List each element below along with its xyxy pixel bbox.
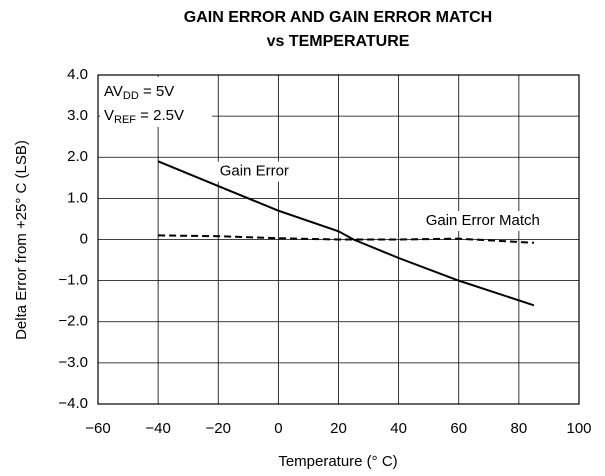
annotation-text: V	[104, 107, 114, 124]
series-label-bg	[412, 210, 553, 231]
series-label: Gain Error	[220, 163, 289, 180]
y-tick-label: −4.0	[58, 395, 88, 412]
annotation-sub: DD	[123, 90, 139, 102]
annotation-text: AV	[104, 83, 123, 100]
y-tick-label: 4.0	[67, 66, 88, 83]
annotation-text: = 5V	[139, 83, 174, 100]
series-label: Gain Error Match	[426, 212, 540, 229]
y-tick-label: 0	[80, 230, 88, 247]
chart-title: vs TEMPERATURE	[267, 33, 410, 50]
annotation: AVDD = 5V	[104, 83, 174, 102]
chart-title: GAIN ERROR AND GAIN ERROR MATCH	[184, 9, 492, 26]
annotation: VREF = 2.5V	[104, 107, 184, 126]
x-tick-label: 20	[330, 420, 347, 437]
annotation-box	[100, 77, 212, 127]
y-tick-label: 2.0	[67, 148, 88, 165]
x-tick-label: −40	[145, 420, 170, 437]
x-axis-label: Temperature (° C)	[278, 453, 397, 470]
y-tick-label: 3.0	[67, 107, 88, 124]
x-tick-label: 60	[450, 420, 467, 437]
y-tick-label: 1.0	[67, 189, 88, 206]
y-tick-label: −3.0	[58, 354, 88, 371]
series-line	[157, 160, 535, 307]
x-tick-label: −60	[85, 420, 110, 437]
x-tick-label: 100	[566, 420, 591, 437]
x-tick-label: 40	[390, 420, 407, 437]
series-line	[158, 234, 534, 244]
y-axis-label: Delta Error from +25° C (LSB)	[13, 140, 30, 340]
annotation-text: = 2.5V	[136, 107, 184, 124]
x-tick-label: −20	[206, 420, 231, 437]
x-tick-label: 80	[511, 420, 528, 437]
x-tick-label: 0	[274, 420, 282, 437]
plot-frame	[97, 74, 580, 405]
annotation-sub: REF	[114, 114, 136, 126]
y-tick-label: −1.0	[58, 272, 88, 289]
series-label-bg	[212, 161, 297, 182]
y-tick-label: −2.0	[58, 313, 88, 330]
